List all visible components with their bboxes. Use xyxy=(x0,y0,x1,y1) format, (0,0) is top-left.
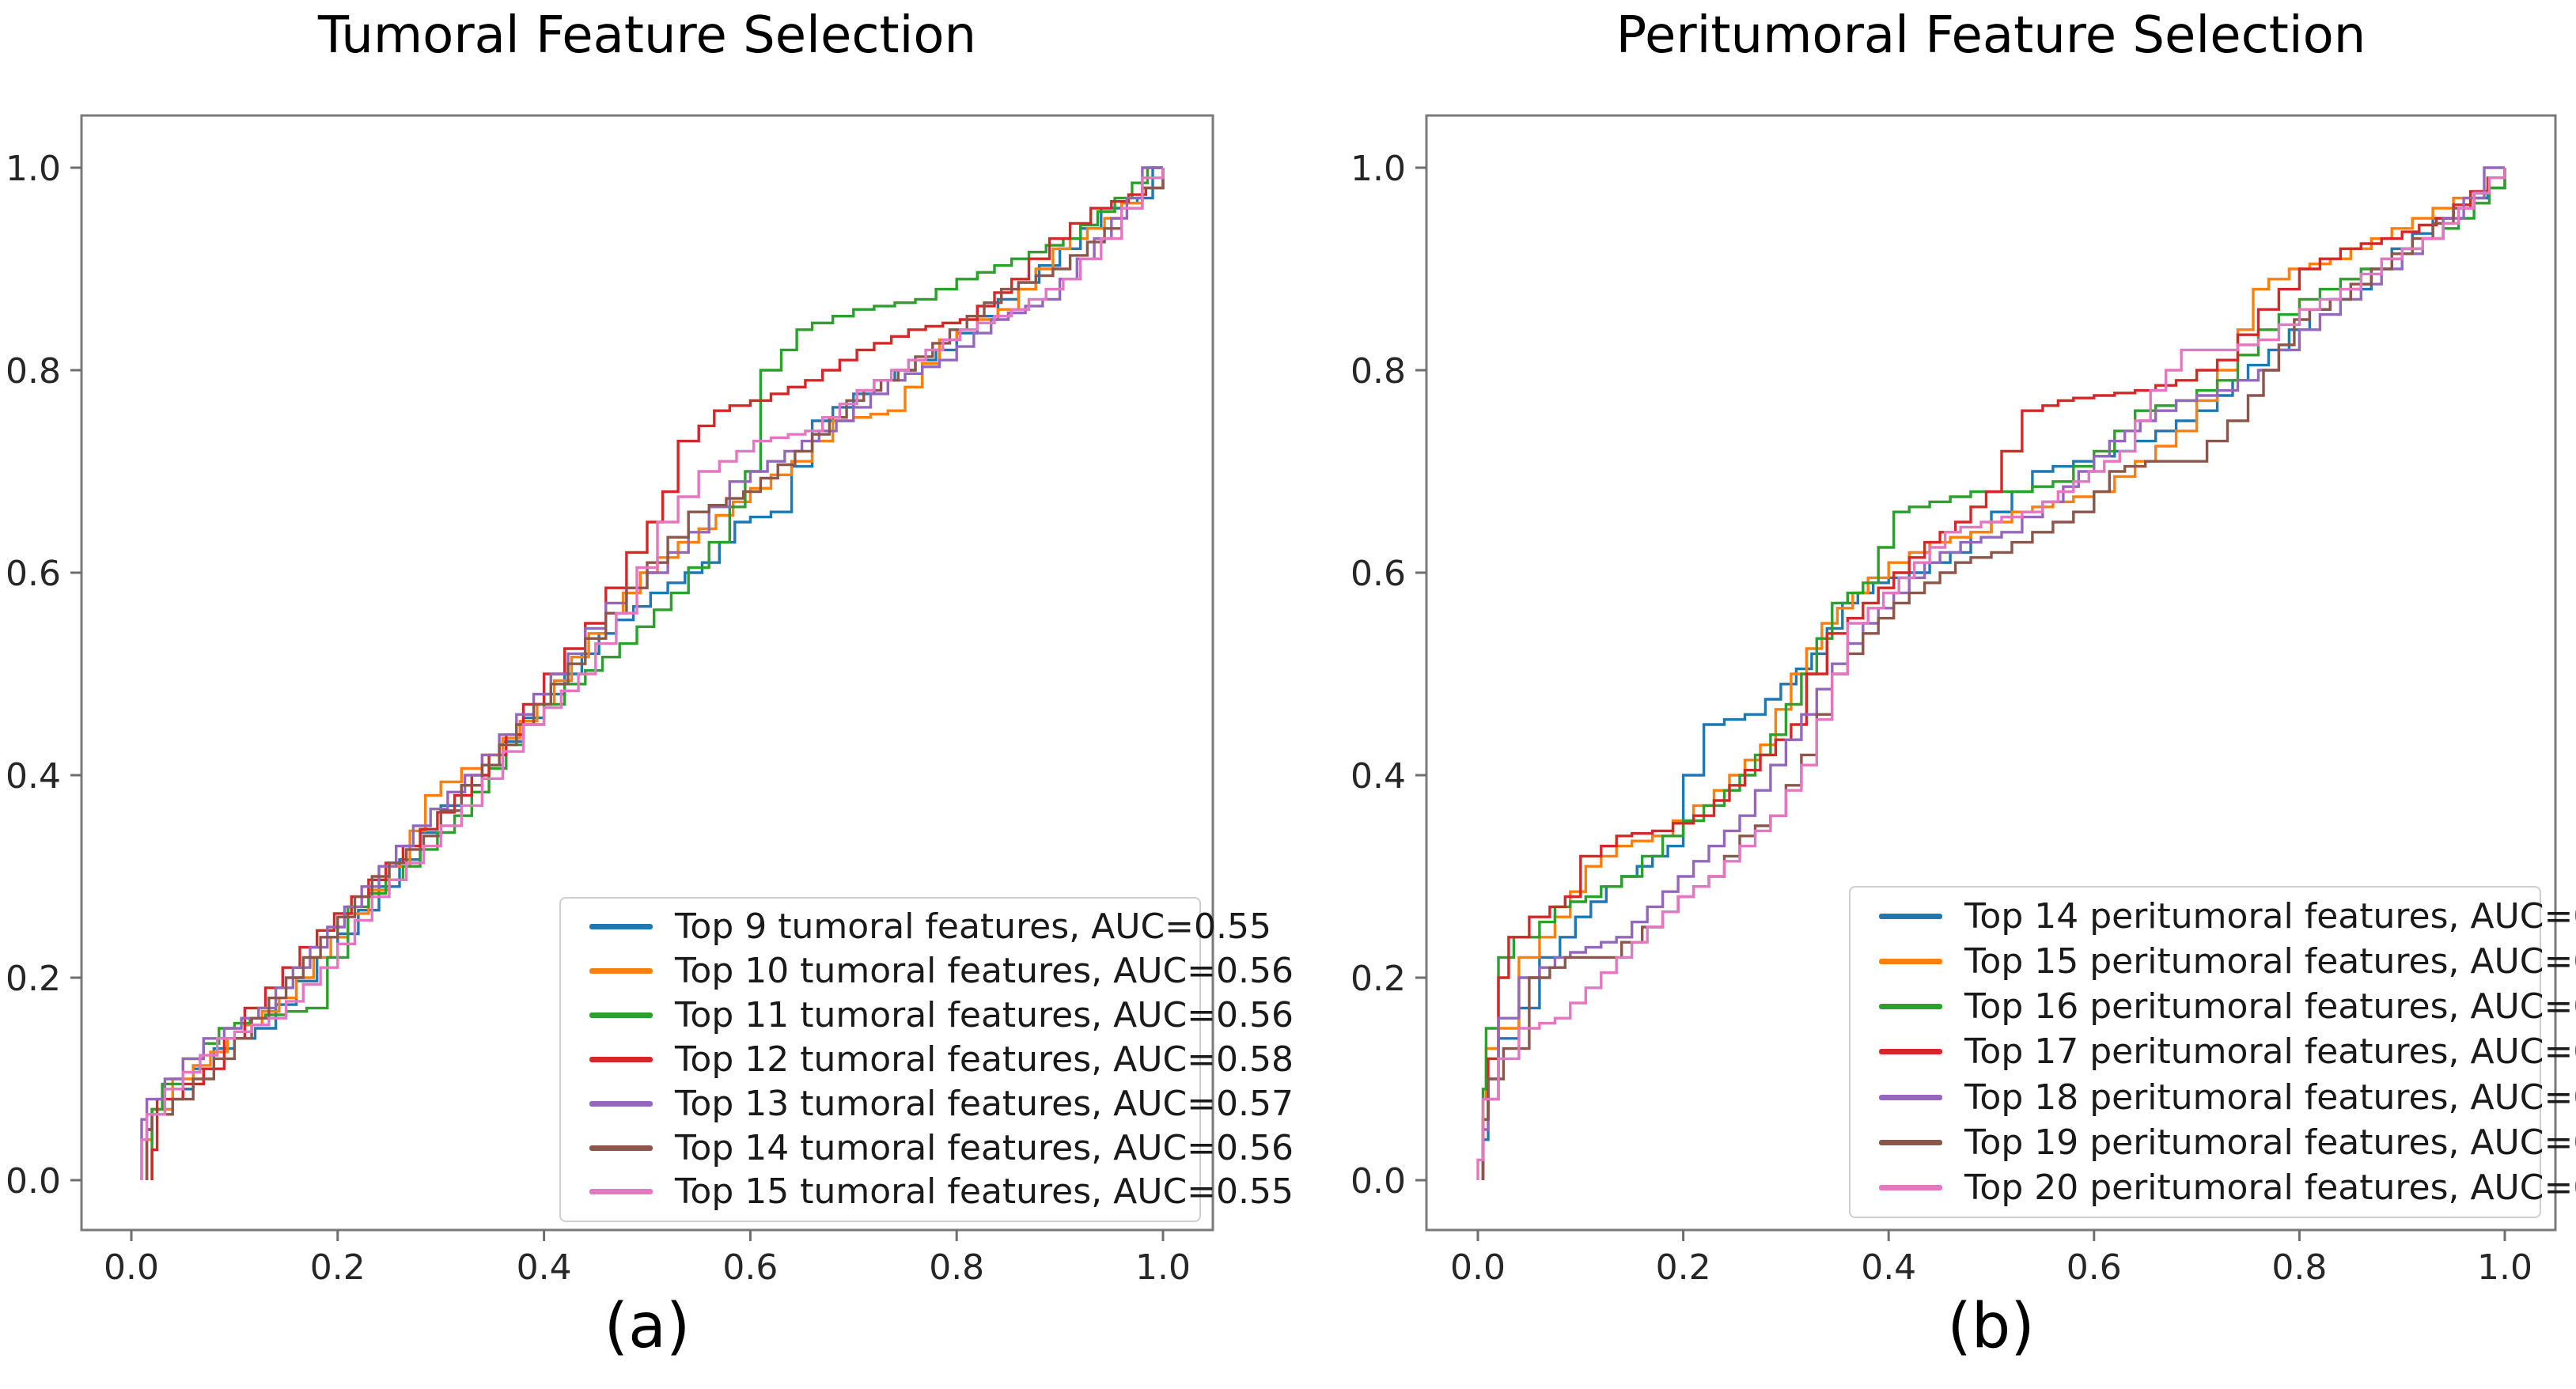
legend-label: Top 16 peritumoral features, AUC=0.63 xyxy=(1964,986,2576,1028)
chart-title-peritumoral: Peritumoral Feature Selection xyxy=(1616,6,2366,65)
legend-item: Top 11 tumoral features, AUC=0.56 xyxy=(561,995,1294,1035)
y-tick-label: 0.6 xyxy=(1351,554,1406,594)
legend-label: Top 14 tumoral features, AUC=0.56 xyxy=(675,1127,1294,1168)
roc-curve xyxy=(1481,168,2506,1180)
caption-b: (b) xyxy=(1947,1291,2035,1362)
legend-item: Top 9 tumoral features, AUC=0.55 xyxy=(561,906,1271,947)
roc-curve xyxy=(145,168,1165,1180)
legend-item: Top 14 tumoral features, AUC=0.56 xyxy=(561,1128,1294,1168)
x-tick-label: 0.6 xyxy=(2066,1247,2122,1288)
x-tick-label: 0.8 xyxy=(2271,1247,2327,1288)
y-tick-label: 1.0 xyxy=(6,149,61,189)
x-tick-label: 0.0 xyxy=(104,1247,159,1288)
chart-title-tumoral: Tumoral Feature Selection xyxy=(317,6,977,65)
y-tick-label: 0.0 xyxy=(6,1161,61,1202)
panel-tumoral: Tumoral Feature Selection 0.0 0.2 0.4 0.6 0.… xyxy=(6,6,1294,1362)
y-tick-label: 0.6 xyxy=(6,554,61,594)
x-tick-label: 0.8 xyxy=(929,1247,984,1288)
legend-item: Top 12 tumoral features, AUC=0.58 xyxy=(561,1039,1294,1080)
legend-label: Top 15 tumoral features, AUC=0.55 xyxy=(675,1171,1294,1213)
x-tick-label: 0.4 xyxy=(1861,1247,1916,1288)
legend-label: Top 14 peritumoral features, AUC=0.63 xyxy=(1964,896,2576,937)
legend-tumoral: Top 9 tumoral features, AUC=0.55 Top 10 t… xyxy=(559,897,1294,1222)
legend-label: Top 13 tumoral features, AUC=0.57 xyxy=(675,1083,1294,1124)
legend-item: Top 10 tumoral features, AUC=0.56 xyxy=(561,951,1294,991)
legend-label: Top 11 tumoral features, AUC=0.56 xyxy=(675,995,1294,1036)
legend-line-swatch xyxy=(589,1189,653,1195)
legend-label: Top 20 peritumoral features, AUC=0.62 xyxy=(1964,1167,2576,1208)
legend-line-swatch xyxy=(1879,1139,1942,1145)
legend-peritumoral: Top 14 peritumoral features, AUC=0.63Top… xyxy=(1849,886,2576,1218)
legend-line-swatch xyxy=(589,1012,653,1019)
axes-box xyxy=(80,114,1214,1232)
y-tick-label: 0.4 xyxy=(6,756,61,797)
y-tick-label: 0.2 xyxy=(1351,959,1406,999)
x-tick-label: 0.0 xyxy=(1450,1247,1506,1288)
legend-line-swatch xyxy=(1879,1184,1942,1190)
legend-line-swatch xyxy=(1879,1094,1942,1100)
y-tick-label: 0.4 xyxy=(1351,756,1406,797)
legend-line-swatch xyxy=(589,1145,653,1151)
legend-label: Top 19 peritumoral features, AUC=0.61 xyxy=(1964,1122,2576,1163)
legend-item: Top 20 peritumoral features, AUC=0.62 xyxy=(1851,1168,2576,1208)
y-tick-label: 0.8 xyxy=(1351,351,1406,392)
legend-line-swatch xyxy=(1879,1004,1942,1010)
roc-curve xyxy=(140,168,1165,1180)
legend-item: Top 16 peritumoral features, AUC=0.63 xyxy=(1851,986,2576,1027)
legend-label: Top 18 peritumoral features, AUC=0.62 xyxy=(1964,1077,2576,1118)
y-tick-label: 0.2 xyxy=(6,959,61,999)
panel-peritumoral: Peritumoral Feature Selection 0.0 0.2 0.4 0… xyxy=(1288,0,2576,1389)
roc-curve xyxy=(150,166,1163,1180)
legend-label: Top 10 tumoral features, AUC=0.56 xyxy=(675,951,1294,992)
x-tick-label: 1.0 xyxy=(1135,1247,1191,1288)
x-tick-label: 1.0 xyxy=(2477,1247,2532,1288)
legend-line-swatch xyxy=(589,968,653,975)
roc-curve xyxy=(1481,168,2506,1180)
axes-box xyxy=(1425,114,2557,1232)
legend-item: Top 13 tumoral features, AUC=0.57 xyxy=(561,1084,1294,1124)
caption-a: (a) xyxy=(604,1291,691,1362)
x-tick-label: 0.2 xyxy=(1656,1247,1711,1288)
roc-curve xyxy=(1481,168,2506,1180)
y-tick-label: 0.0 xyxy=(1351,1161,1406,1202)
x-tick-label: 0.4 xyxy=(517,1247,572,1288)
legend-item: Top 19 peritumoral features, AUC=0.61 xyxy=(1851,1122,2576,1163)
legend-item: Top 18 peritumoral features, AUC=0.62 xyxy=(1851,1077,2576,1118)
legend-item: Top 15 tumoral features, AUC=0.55 xyxy=(561,1171,1294,1212)
legend-label: Top 17 peritumoral features, AUC=0.64 xyxy=(1964,1031,2576,1073)
legend-item: Top 15 peritumoral features, AUC=0.63 xyxy=(1851,941,2576,982)
roc-plot-tumoral: 0.0 0.2 0.4 0.6 0.8 1.0 0.0 0.2 0.4 0.6 0.8 1.0 xyxy=(6,114,1214,1288)
legend-label: Top 15 peritumoral features, AUC=0.63 xyxy=(1964,941,2576,982)
legend-item: Top 17 peritumoral features, AUC=0.64 xyxy=(1851,1031,2576,1072)
x-tick-label: 0.2 xyxy=(310,1247,366,1288)
legend-line-swatch xyxy=(1879,914,1942,920)
legend-label: Top 9 tumoral features, AUC=0.55 xyxy=(675,906,1272,948)
legend-line-swatch xyxy=(589,924,653,930)
legend-line-swatch xyxy=(1879,959,1942,965)
y-tick-label: 1.0 xyxy=(1351,149,1406,189)
legend-line-swatch xyxy=(1879,1049,1942,1055)
legend-line-swatch xyxy=(589,1100,653,1107)
y-tick-label: 0.8 xyxy=(6,351,61,392)
legend-line-swatch xyxy=(589,1056,653,1062)
roc-curve xyxy=(1476,168,2506,1180)
x-tick-label: 0.6 xyxy=(722,1247,778,1288)
legend-item: Top 14 peritumoral features, AUC=0.63 xyxy=(1851,896,2576,937)
roc-plot-peritumoral: 0.0 0.2 0.4 0.6 0.8 1.0 0.0 0.2 0.4 0.6 0.8 1.0 xyxy=(1351,114,2557,1288)
legend-label: Top 12 tumoral features, AUC=0.58 xyxy=(675,1039,1294,1080)
